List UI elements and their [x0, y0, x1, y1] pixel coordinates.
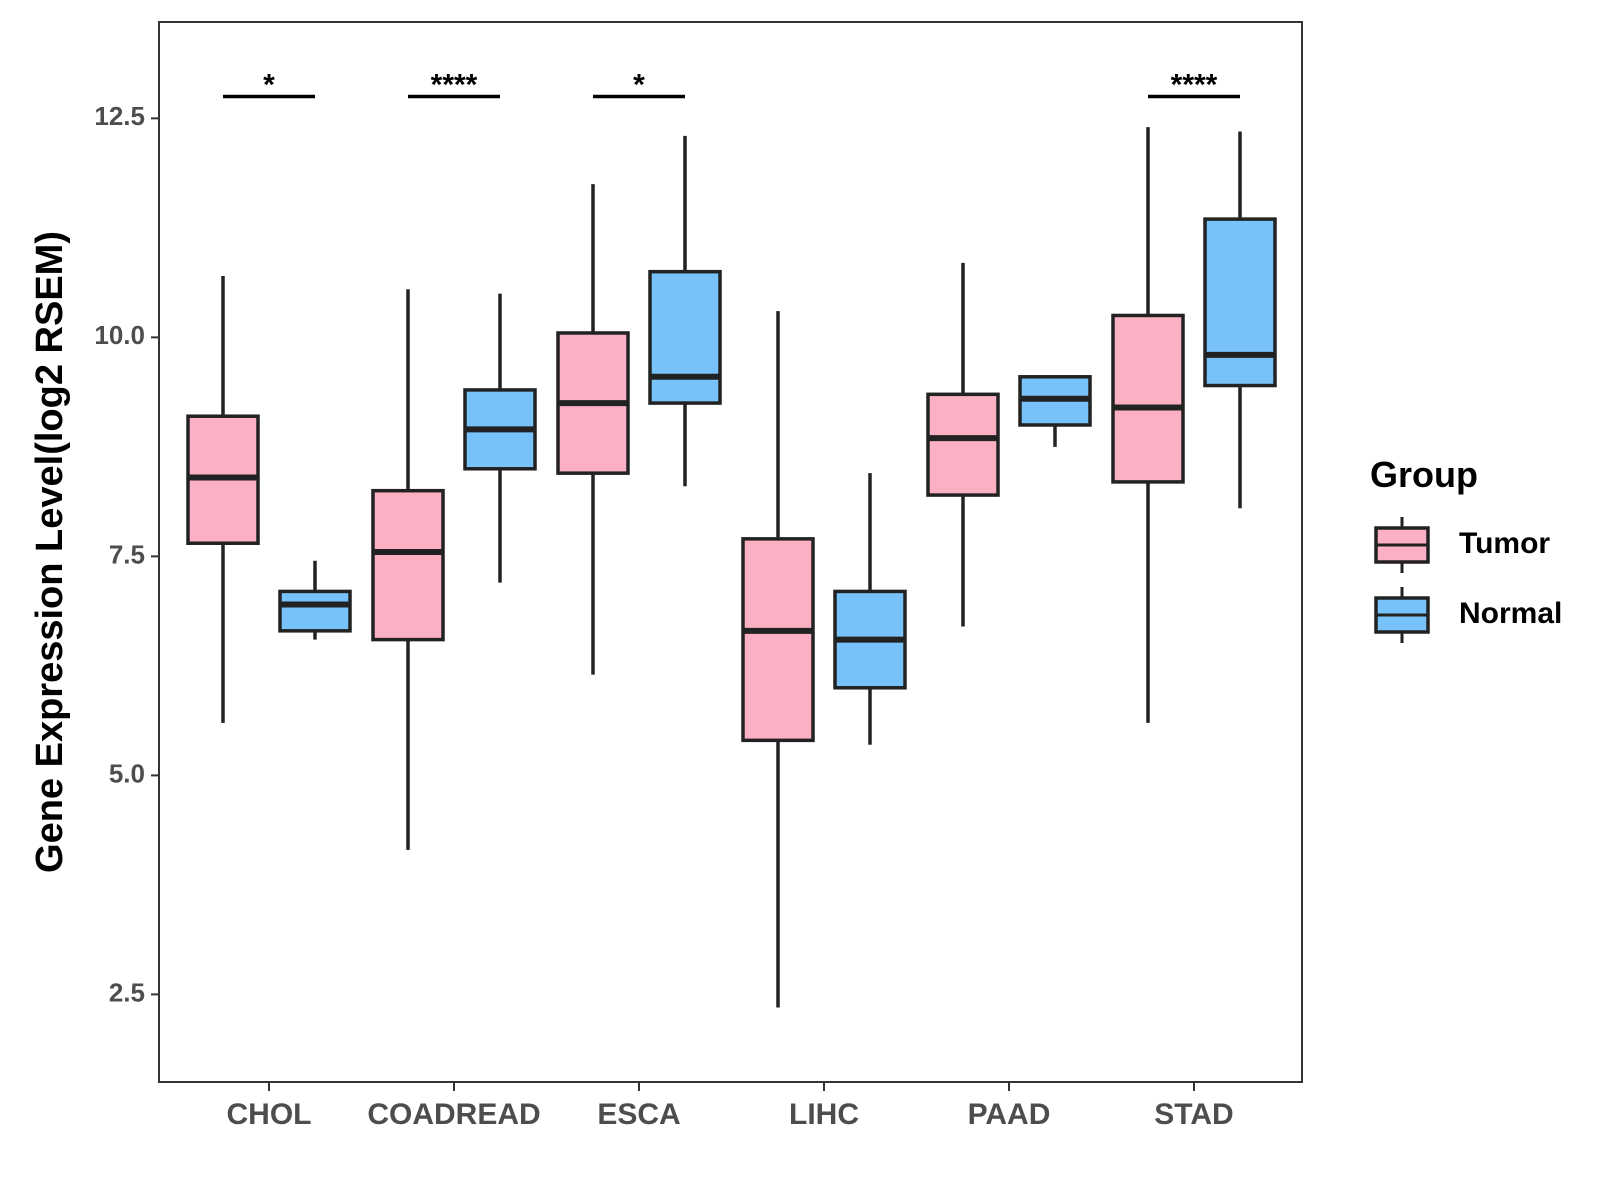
box-body: [1111, 313, 1185, 484]
significance-label: *: [633, 68, 645, 101]
box-normal-chol: [278, 560, 352, 640]
legend: Group Tumor Normal: [1370, 454, 1562, 643]
legend-items: Tumor Normal: [1374, 517, 1562, 643]
box-body: [926, 392, 1000, 497]
y-tick-label: 2.5: [109, 977, 145, 1007]
box-normal-esca: [648, 135, 722, 487]
box-tumor-paad: [926, 262, 1000, 627]
plot-panel: [158, 21, 1303, 1083]
x-tick-label: ESCA: [597, 1098, 680, 1131]
box-normal-lihc: [833, 473, 907, 745]
boxes-layer: [186, 127, 1277, 1008]
box-tumor-esca: [556, 184, 630, 675]
y-axis: 2.5 5.0 7.5 10.0 12.5: [94, 101, 159, 1007]
y-axis-title: Gene Expression Level(log2 RSEM): [29, 231, 71, 873]
x-tick-label: STAD: [1154, 1098, 1233, 1131]
y-tick-label: 5.0: [109, 758, 145, 788]
box-tumor-stad: [1111, 127, 1185, 723]
significance-label: ****: [1171, 68, 1218, 101]
y-tick-label: 12.5: [94, 101, 145, 131]
box-body: [371, 488, 445, 642]
x-tick-label: PAAD: [968, 1098, 1051, 1131]
significance-layer: * **** * ****: [223, 68, 1240, 101]
y-tick-label: 7.5: [109, 539, 145, 569]
box-normal-stad: [1203, 131, 1277, 509]
box-normal-coadread: [463, 293, 537, 583]
box-normal-paad: [1018, 375, 1092, 447]
x-axis: CHOL COADREAD ESCA LIHC PAAD STAD: [227, 1082, 1234, 1131]
box-tumor-chol: [186, 276, 260, 723]
box-tumor-coadread: [371, 289, 445, 850]
box-body: [741, 537, 815, 743]
legend-item-normal: Normal: [1374, 587, 1562, 643]
box-body: [278, 589, 352, 633]
legend-title: Group: [1370, 454, 1478, 495]
significance-label: *: [263, 68, 275, 101]
box-body: [1203, 217, 1277, 388]
legend-label: Normal: [1459, 597, 1562, 630]
box-tumor-lihc: [741, 311, 815, 1008]
x-tick-label: COADREAD: [367, 1098, 540, 1131]
legend-label: Tumor: [1459, 527, 1550, 560]
x-tick-label: CHOL: [227, 1098, 312, 1131]
box-body: [648, 269, 722, 405]
y-tick-label: 10.0: [94, 320, 145, 350]
x-tick-label: LIHC: [789, 1098, 859, 1131]
legend-item-tumor: Tumor: [1374, 517, 1550, 573]
significance-label: ****: [431, 68, 478, 101]
